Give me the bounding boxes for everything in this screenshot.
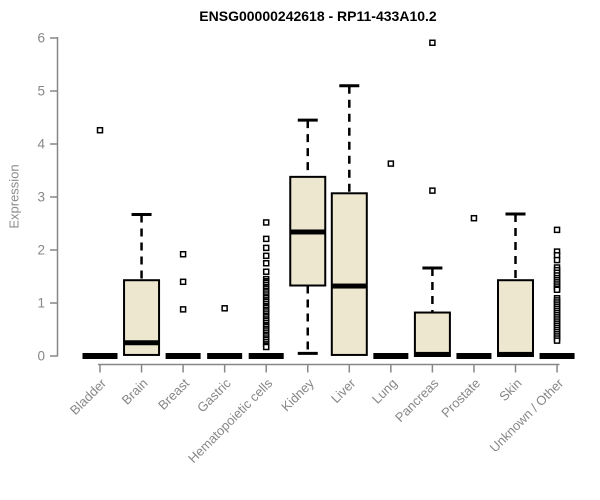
collapsed-box-hematopoietic-cells <box>248 353 284 359</box>
outlier-hematopoietic-cells <box>262 260 270 267</box>
box-pancreas <box>413 311 451 358</box>
outlier-pancreas <box>429 39 436 47</box>
box-liver <box>330 192 368 356</box>
y-tick-label: 2 <box>37 243 45 258</box>
collapsed-box-unknown-other <box>539 353 575 359</box>
x-category-label-liver: Liver <box>328 375 359 406</box>
outlier-hematopoietic-cells <box>262 219 270 226</box>
median-brain <box>124 340 160 346</box>
outlier-hematopoietic-cells <box>262 343 270 351</box>
x-category-label-skin: Skin <box>496 376 524 404</box>
y-tick-label: 3 <box>37 190 45 205</box>
median-liver <box>331 283 367 289</box>
x-category-label-lung: Lung <box>369 376 400 407</box>
outlier-bladder <box>96 126 104 134</box>
median-pancreas <box>414 351 450 357</box>
x-category-label-gastric: Gastric <box>194 375 234 415</box>
y-tick-label: 1 <box>37 296 45 311</box>
outlier-pancreas <box>429 187 436 194</box>
outlier-lung <box>387 160 395 167</box>
collapsed-box-breast <box>165 353 201 359</box>
median-kidney <box>290 229 326 235</box>
x-category-label-brain: Brain <box>119 376 151 408</box>
outlier-breast <box>179 278 187 286</box>
outlier-hematopoietic-cells <box>262 268 270 275</box>
y-tick-label: 6 <box>37 31 45 46</box>
x-category-label-kidney: Kidney <box>278 375 317 414</box>
outlier-hematopoietic-cells <box>262 244 270 252</box>
outlier-unknown-other <box>553 256 561 264</box>
y-tick-label: 0 <box>37 349 45 364</box>
y-tick-label: 5 <box>37 84 45 99</box>
outlier-breast <box>179 306 187 313</box>
outlier-hematopoietic-cells <box>262 235 270 243</box>
outlier-unknown-other <box>553 337 561 344</box>
chart-title: ENSG00000242618 - RP11-433A10.2 <box>199 8 437 24</box>
x-category-label-prostate: Prostate <box>438 376 483 421</box>
x-category-label-pancreas: Pancreas <box>392 375 442 425</box>
outlier-unknown-other <box>553 226 561 234</box>
box-skin <box>497 279 534 357</box>
collapsed-box-lung <box>373 353 409 359</box>
outlier-breast <box>179 250 187 258</box>
median-skin <box>498 351 533 357</box>
collapsed-box-bladder <box>82 353 118 359</box>
x-category-label-breast: Breast <box>155 375 192 412</box>
y-tick-label: 4 <box>37 137 45 152</box>
collapsed-box-gastric <box>207 353 243 359</box>
outlier-hematopoietic-cells <box>262 252 270 260</box>
outlier-gastric <box>221 305 228 312</box>
outlier-prostate <box>470 214 478 222</box>
x-category-label-unknown-other: Unknown / Other <box>487 375 567 455</box>
outlier-unknown-other <box>553 286 561 293</box>
collapsed-box-prostate <box>456 353 492 359</box>
x-category-label-bladder: Bladder <box>67 375 110 418</box>
